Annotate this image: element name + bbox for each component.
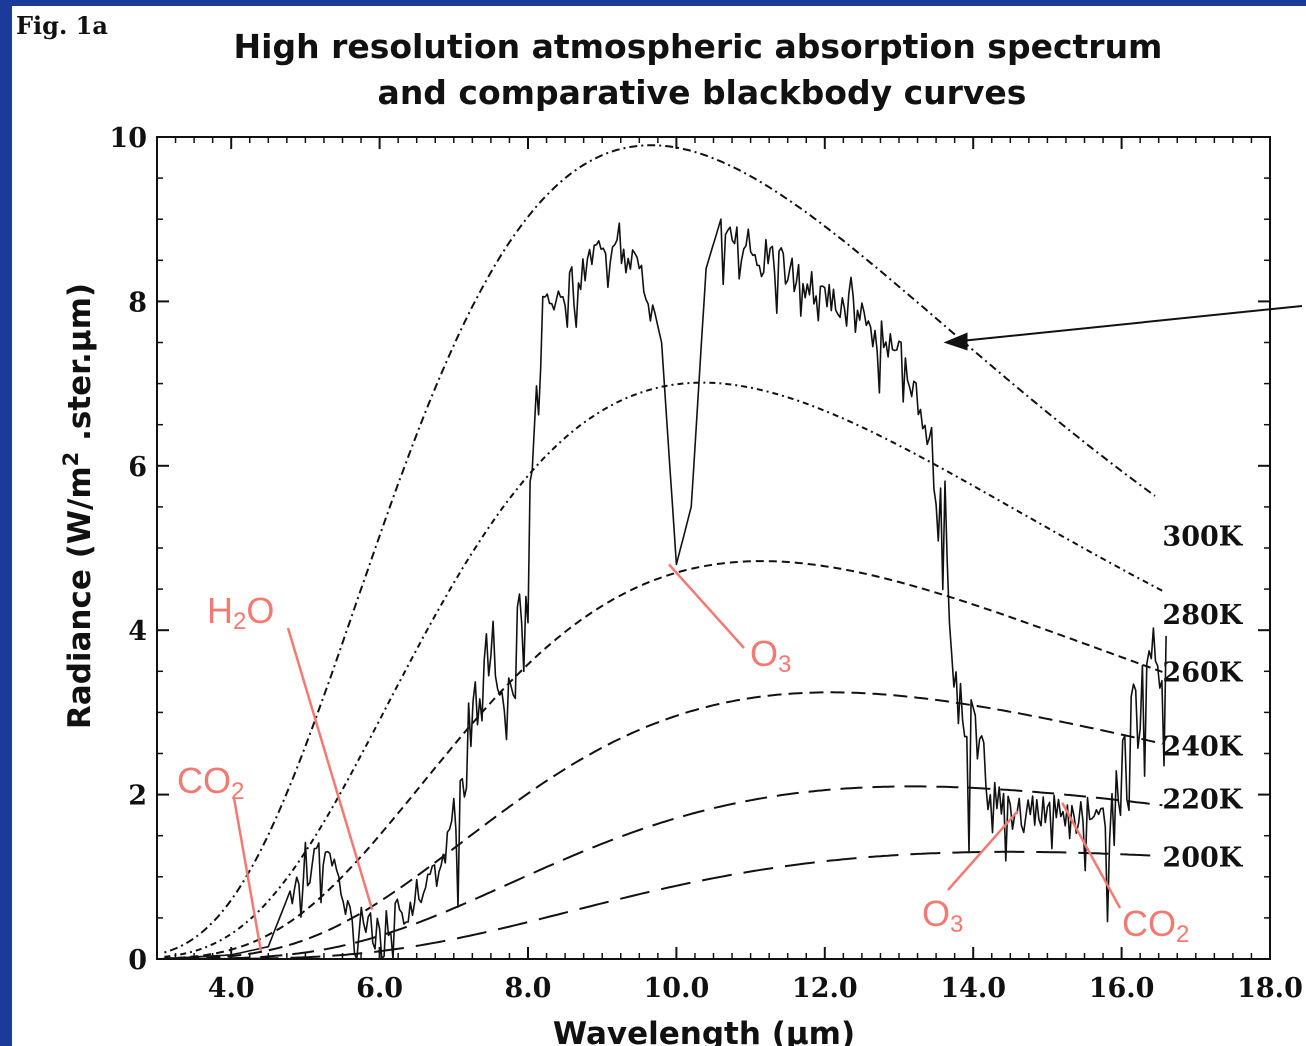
x-axis-label: Wavelength (µm)	[553, 1016, 855, 1046]
x-tick-label: 14.0	[940, 973, 1006, 1004]
annotation-h2o: H2O	[207, 590, 274, 635]
figure-label: Fig. 1a	[16, 11, 108, 40]
annotation-leader-co2	[1061, 802, 1122, 909]
spectrum-chart: Fig. 1a High resolution atmospheric abso…	[16, 11, 1303, 1046]
y-tick-label: 2	[128, 781, 147, 812]
blackbody-curve-260k	[164, 560, 1163, 960]
temperature-labels: 300K 280K 260K 240K 220K 200K	[1162, 522, 1243, 874]
blackbody-curve-200k	[164, 850, 1163, 960]
axis-ticks: 4.0 6.0 8.0 10.0 12.0 14.0 16.0 18.0 0 2 4 6 8 10	[109, 123, 1302, 1004]
annotation-co2: CO2	[1122, 903, 1189, 948]
y-tick-label: 4	[128, 616, 147, 647]
blackbody-curve-300k	[164, 144, 1156, 954]
temperature-label-260k: 260K	[1162, 657, 1243, 688]
x-tick-label: 16.0	[1089, 973, 1155, 1004]
x-tick-label: 18.0	[1237, 973, 1303, 1004]
pointer-arrow-line	[965, 305, 1303, 342]
blackbody-curves	[164, 144, 1163, 960]
pointer-arrow-head	[943, 332, 968, 351]
annotation-leader-o3	[668, 563, 745, 649]
y-axis-label: Radiance (W/m2 .ster.µm)	[59, 283, 98, 729]
annotation-o3: O3	[750, 633, 791, 678]
annotation-co2: CO2	[177, 760, 244, 805]
measured-spectrum-line	[156, 218, 1167, 960]
y-tick-label: 8	[128, 287, 147, 318]
annotation-leader-h2o	[286, 627, 374, 911]
temperature-label-240k: 240K	[1162, 731, 1243, 762]
plot-border	[156, 136, 1271, 960]
blackbody-curve-240k	[164, 691, 1163, 960]
plot-frame	[156, 136, 1271, 960]
chart-title-line-2: and comparative blackbody curves	[378, 73, 1027, 112]
temperature-label-200k: 200K	[1162, 842, 1243, 873]
y-tick-label: 0	[128, 945, 147, 976]
blackbody-curve-280k	[164, 381, 1163, 958]
temperature-label-280k: 280K	[1162, 600, 1243, 631]
y-tick-label: 10	[109, 123, 147, 154]
gas-annotations: CO2 H2O O3 O3 CO2	[177, 563, 1189, 951]
annotation-o3: O3	[922, 893, 963, 938]
blackbody-curve-220k	[164, 785, 1163, 960]
x-tick-label: 10.0	[644, 973, 710, 1004]
y-tick-label: 6	[128, 452, 147, 483]
x-tick-label: 6.0	[356, 973, 403, 1004]
x-tick-label: 4.0	[208, 973, 255, 1004]
x-tick-label: 12.0	[792, 973, 858, 1004]
chart-title-line-1: High resolution atmospheric absorption s…	[234, 27, 1163, 66]
x-tick-label: 8.0	[505, 973, 552, 1004]
measured-spectrum	[156, 218, 1303, 960]
temperature-label-300k: 300K	[1162, 522, 1243, 553]
figure-panel: Fig. 1a High resolution atmospheric abso…	[12, 6, 1306, 1046]
annotation-leader-o3	[947, 810, 1019, 891]
annotation-leader-co2	[232, 797, 263, 951]
temperature-label-220k: 220K	[1162, 785, 1243, 816]
